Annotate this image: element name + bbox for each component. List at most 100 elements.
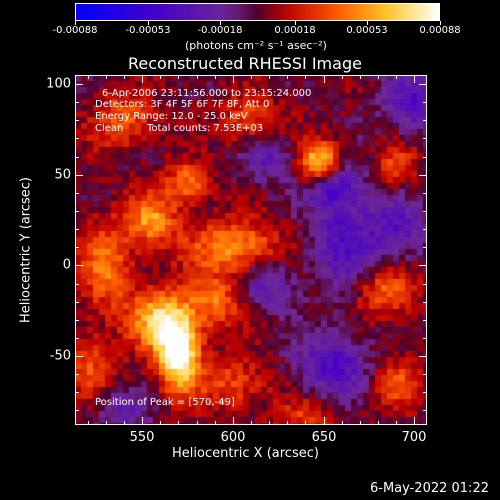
axis-tick xyxy=(215,421,216,425)
axis-tick xyxy=(396,75,397,79)
axis-tick xyxy=(287,421,288,425)
axis-tick xyxy=(305,421,306,425)
axis-tick xyxy=(75,102,79,103)
x-tick-label: 600 xyxy=(220,430,246,445)
axis-tick xyxy=(88,75,89,79)
colorbar-tick-label: 0.00053 xyxy=(346,25,388,36)
axis-tick xyxy=(378,421,379,425)
axis-tick xyxy=(75,392,79,393)
axis-tick xyxy=(423,392,427,393)
axis-tick xyxy=(423,102,427,103)
colorbar-tick xyxy=(148,21,149,25)
axis-tick xyxy=(75,211,79,212)
axis-tick xyxy=(414,417,415,425)
footer-timestamp: 6-May-2022 01:22 xyxy=(370,481,489,496)
axis-tick xyxy=(75,193,79,194)
axis-tick xyxy=(423,284,427,285)
axis-tick xyxy=(419,356,427,357)
colorbar-tick xyxy=(220,21,221,25)
colorbar-tick-label: -0.00018 xyxy=(197,25,243,36)
axis-tick xyxy=(197,75,198,79)
y-tick-label: -50 xyxy=(49,348,71,364)
axis-tick xyxy=(160,421,161,425)
axis-tick xyxy=(251,75,252,79)
chart-title: Reconstructed RHESSI Image xyxy=(128,54,362,73)
axis-tick xyxy=(124,421,125,425)
axis-tick xyxy=(106,421,107,425)
colorbar-tick xyxy=(295,21,296,25)
heatmap-image xyxy=(75,75,427,425)
axis-tick xyxy=(75,374,79,375)
colorbar-tick xyxy=(75,21,76,25)
axis-tick xyxy=(88,421,89,425)
axis-tick xyxy=(178,421,179,425)
annotation-time-range: 6-Apr-2006 23:11:56.000 to 23:15:24.000 xyxy=(102,88,312,99)
axis-tick xyxy=(342,75,343,79)
annotation-method: Clean xyxy=(95,123,124,134)
axis-tick xyxy=(251,421,252,425)
axis-tick xyxy=(423,302,427,303)
axis-tick xyxy=(423,410,427,411)
axis-tick xyxy=(423,193,427,194)
axis-tick xyxy=(423,211,427,212)
axis-tick xyxy=(324,417,325,425)
annotation-peak-position: Position of Peak = [570,-49] xyxy=(95,397,235,408)
axis-tick xyxy=(423,229,427,230)
axis-tick xyxy=(423,138,427,139)
colorbar-tick xyxy=(367,21,368,25)
axis-tick xyxy=(75,157,79,158)
axis-tick xyxy=(75,229,79,230)
axis-tick xyxy=(414,75,415,83)
axis-tick xyxy=(75,356,83,357)
axis-tick xyxy=(233,75,234,83)
annotation-energy: Energy Range: 12.0 - 25.0 keV xyxy=(95,111,248,122)
axis-tick xyxy=(396,421,397,425)
colorbar-tick-label: 0.00018 xyxy=(274,25,316,36)
colorbar-tick-label: 0.00088 xyxy=(419,25,461,36)
axis-tick xyxy=(178,75,179,79)
axis-tick xyxy=(342,421,343,425)
axis-tick xyxy=(124,75,125,79)
axis-tick xyxy=(423,157,427,158)
axis-tick xyxy=(142,75,143,83)
axis-tick xyxy=(269,421,270,425)
y-tick-label: 0 xyxy=(62,257,71,273)
colorbar-tick-label: -0.00053 xyxy=(125,25,171,36)
axis-tick xyxy=(75,265,83,266)
annotation-total-counts: Total counts: 7.53E+03 xyxy=(147,123,264,134)
colorbar-tick-label: -0.00088 xyxy=(52,25,98,36)
axis-tick xyxy=(75,138,79,139)
colorbar-units-label: (photons cm⁻² s⁻¹ asec⁻²) xyxy=(185,39,327,52)
annotation-detectors: Detectors: 3F 4F 5F 6F 7F 8F, Att 0 xyxy=(95,99,270,110)
axis-tick xyxy=(419,265,427,266)
axis-tick xyxy=(106,75,107,79)
x-axis-label: Heliocentric X (arcsec) xyxy=(172,446,319,461)
axis-tick xyxy=(423,120,427,121)
axis-tick xyxy=(423,320,427,321)
colorbar xyxy=(75,3,440,21)
axis-tick xyxy=(287,75,288,79)
y-tick-label: 50 xyxy=(54,167,71,183)
axis-tick xyxy=(75,247,79,248)
x-tick-label: 550 xyxy=(129,430,155,445)
axis-tick xyxy=(142,417,143,425)
axis-tick xyxy=(75,338,79,339)
axis-tick xyxy=(419,84,427,85)
x-tick-label: 650 xyxy=(311,430,337,445)
axis-tick xyxy=(197,421,198,425)
axis-tick xyxy=(324,75,325,83)
axis-tick xyxy=(215,75,216,79)
axis-tick xyxy=(423,247,427,248)
axis-tick xyxy=(75,120,79,121)
axis-tick xyxy=(75,302,79,303)
axis-tick xyxy=(75,410,79,411)
axis-tick xyxy=(160,75,161,79)
axis-tick xyxy=(419,175,427,176)
colorbar-tick xyxy=(440,21,441,25)
axis-tick xyxy=(75,284,79,285)
y-axis-label: Heliocentric Y (arcsec) xyxy=(18,177,34,323)
axis-tick xyxy=(423,338,427,339)
axis-tick xyxy=(360,75,361,79)
axis-tick xyxy=(360,421,361,425)
